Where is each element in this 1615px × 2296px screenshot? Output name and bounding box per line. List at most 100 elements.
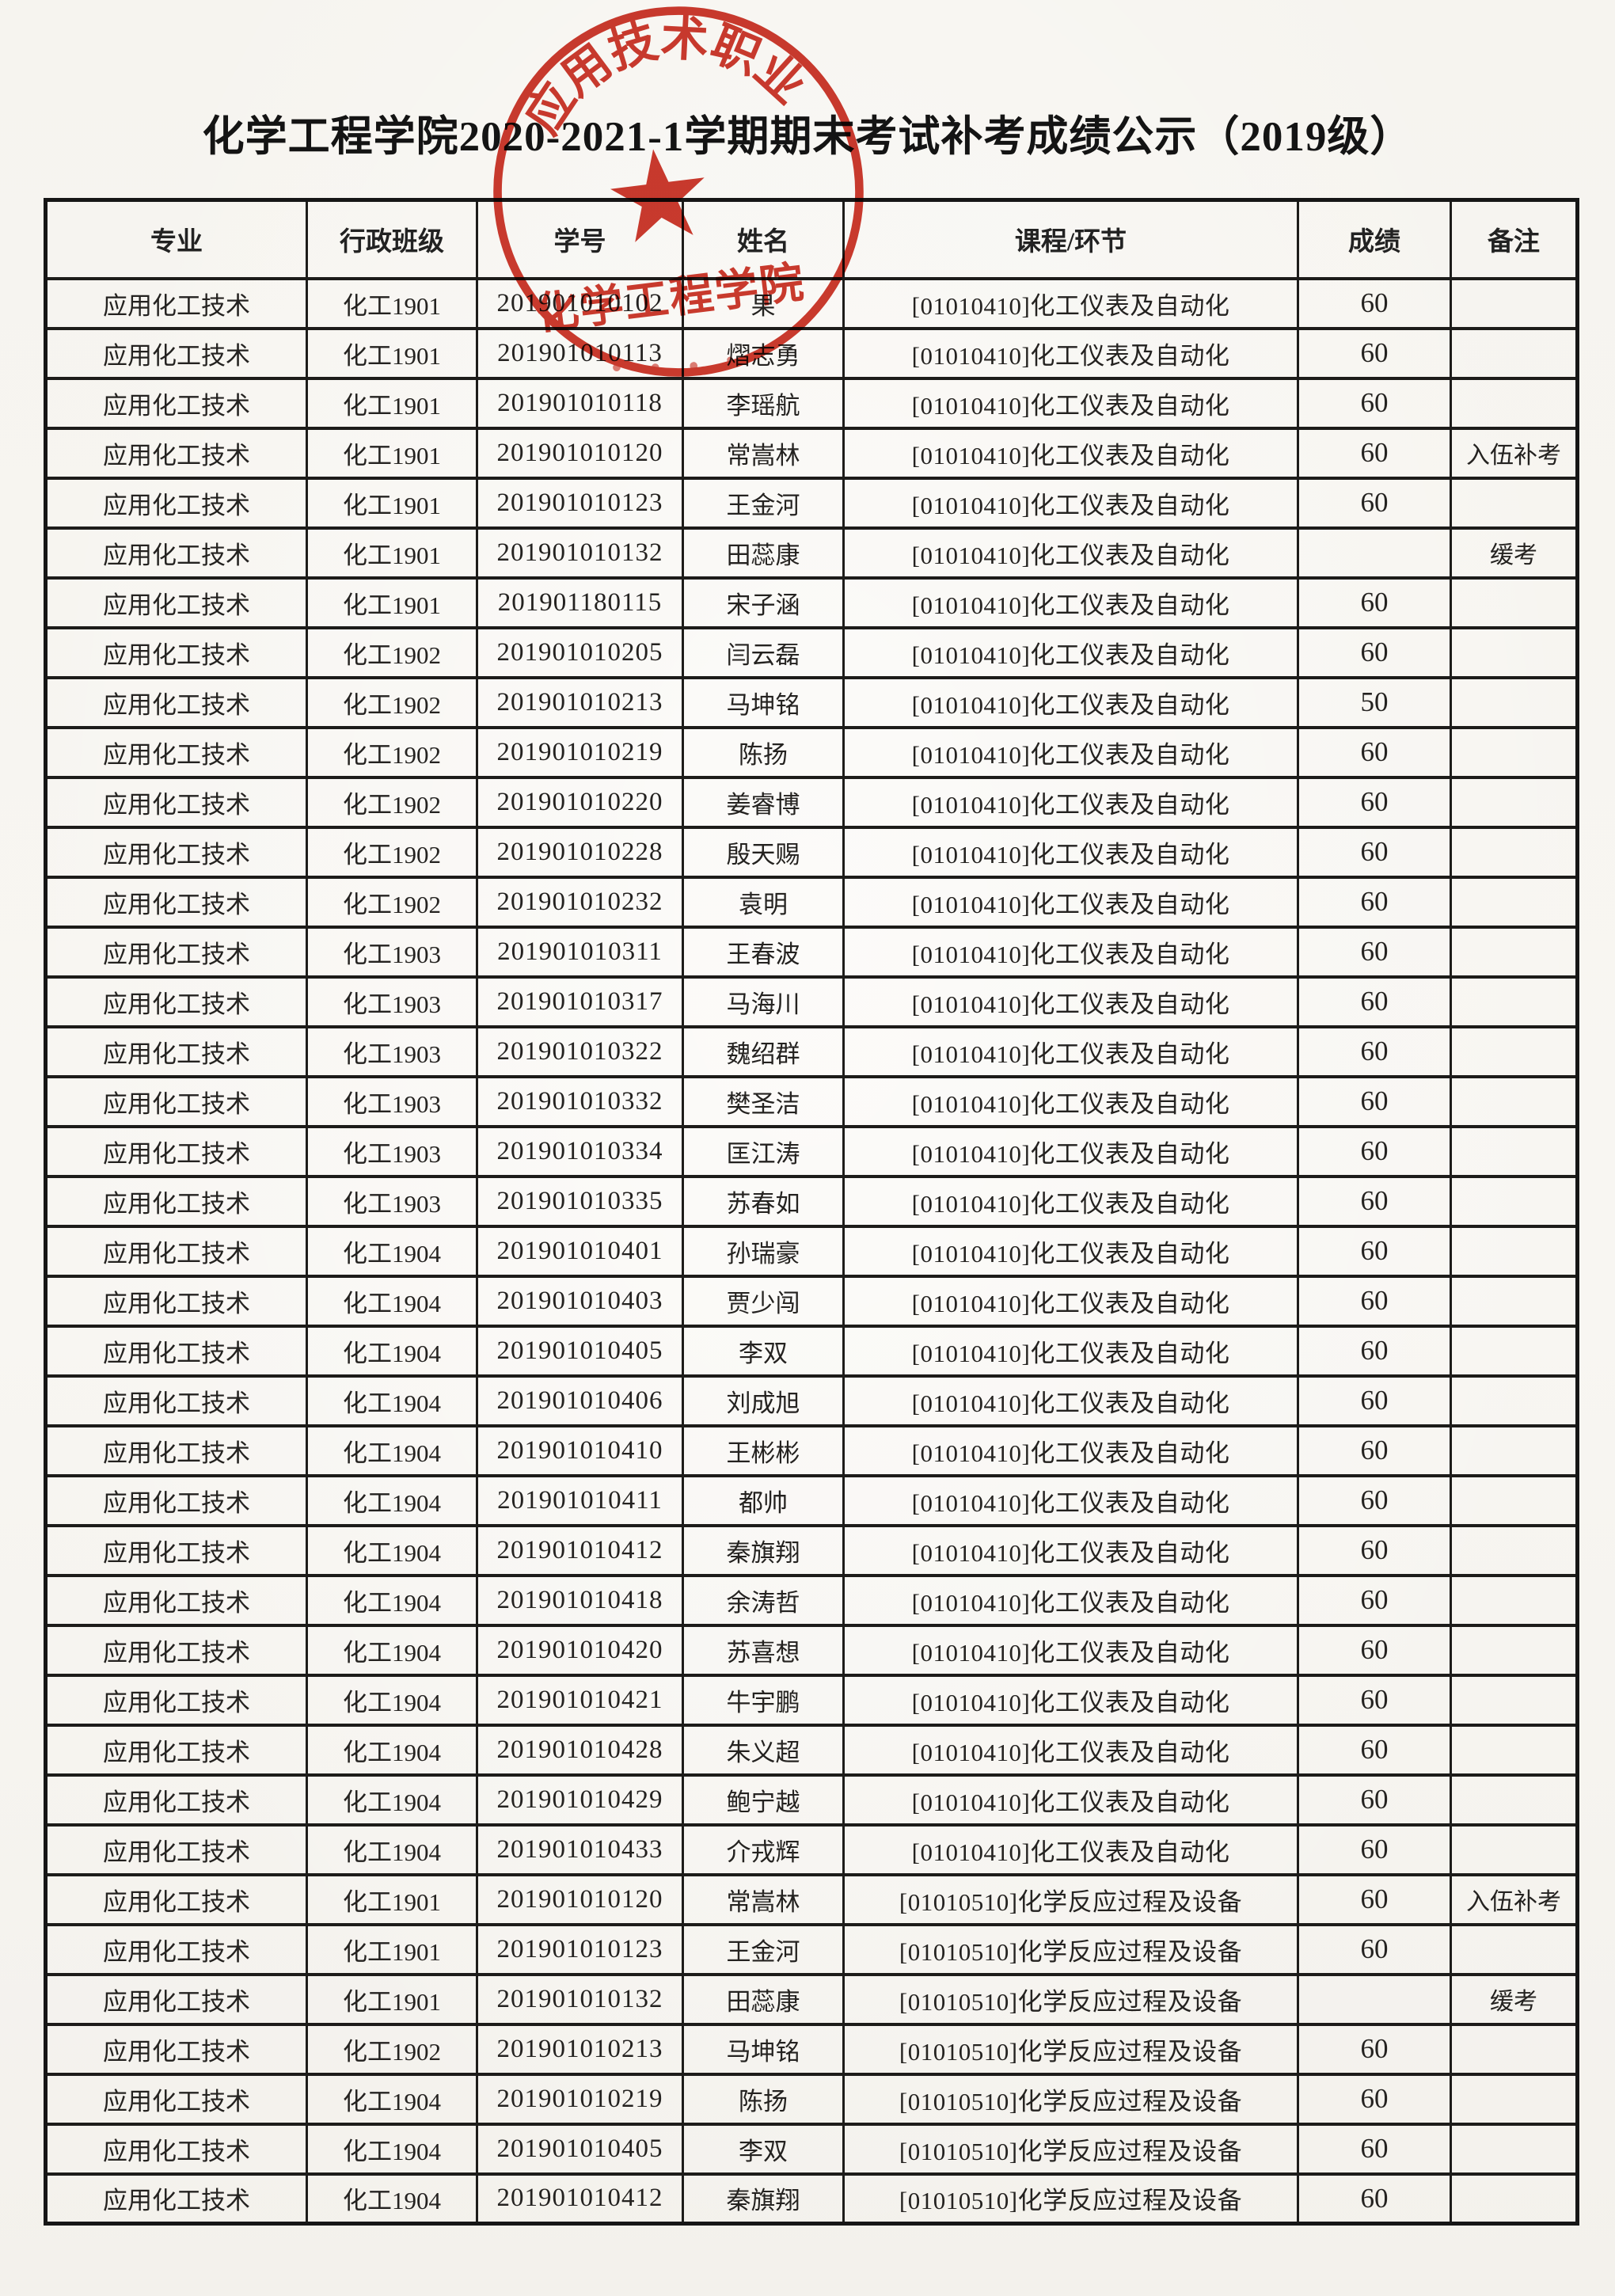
cell-course: [01010410]化工仪表及自动化: [842, 1473, 1299, 1527]
cell-course: [01010510]化学反应过程及设备: [842, 2022, 1299, 2076]
cell-name: 鲍宁越: [682, 1773, 845, 1827]
cell-name: 姜睿博: [682, 775, 845, 829]
cell-name: 闫云磊: [682, 625, 845, 679]
cell-major: 应用化工技术: [44, 1473, 308, 1527]
cell-major: 应用化工技术: [44, 1024, 308, 1078]
cell-student-id: 201901010132: [476, 1972, 684, 2026]
cell-major: 应用化工技术: [44, 1224, 308, 1278]
table-row: 应用化工技术 化工1904 201901010406 刘成旭 [01010410]化工仪…: [44, 1374, 1579, 1427]
cell-class: 化工1902: [306, 775, 478, 829]
cell-remark: 入伍补考: [1450, 1872, 1579, 1926]
cell-score: 60: [1297, 1324, 1452, 1378]
cell-course: [01010510]化学反应过程及设备: [842, 1922, 1299, 1976]
cell-major: 应用化工技术: [44, 975, 308, 1028]
cell-score: 50: [1297, 675, 1452, 729]
cell-remark: [1450, 1922, 1579, 1976]
cell-course: [01010410]化工仪表及自动化: [842, 1573, 1299, 1627]
cell-student-id: 201901010120: [476, 1872, 684, 1926]
cell-course: [01010410]化工仪表及自动化: [842, 1274, 1299, 1328]
cell-student-id: 201901010410: [476, 1424, 684, 1477]
table-row: 应用化工技术 化工1904 201901010418 余涛哲 [01010410]化工仪…: [44, 1573, 1579, 1627]
cell-name: 田蕊康: [682, 1972, 845, 2026]
cell-remark: [1450, 775, 1579, 829]
cell-major: 应用化工技术: [44, 925, 308, 979]
table-header: 专业 行政班级 学号 姓名 课程/环节 成绩 备注: [44, 198, 1579, 280]
cell-class: 化工1901: [306, 476, 478, 530]
cell-student-id: 201901010311: [476, 925, 684, 979]
table-row: 应用化工技术 化工1903 201901010334 匡江涛 [01010410]化工仪…: [44, 1124, 1579, 1178]
cell-student-id: 201901010228: [476, 825, 684, 879]
cell-major: 应用化工技术: [44, 1573, 308, 1627]
col-header-remark: 备注: [1450, 198, 1579, 280]
cell-name: 李瑶航: [682, 376, 845, 430]
col-header-id: 学号: [476, 198, 684, 280]
cell-major: 应用化工技术: [44, 1673, 308, 1727]
cell-name: 马坤铭: [682, 2022, 845, 2076]
cell-major: 应用化工技术: [44, 576, 308, 629]
cell-name: 匡江涛: [682, 1124, 845, 1178]
cell-student-id: 201901010213: [476, 675, 684, 729]
table-row: 应用化工技术 化工1901 201901010123 王金河 [01010510]化学反…: [44, 1922, 1579, 1976]
cell-major: 应用化工技术: [44, 1723, 308, 1777]
cell-score: 60: [1297, 2172, 1452, 2226]
cell-name: 马坤铭: [682, 675, 845, 729]
cell-major: 应用化工技术: [44, 1972, 308, 2026]
table-row: 应用化工技术 化工1901 201901180115 宋子涵 [01010410]化工仪…: [44, 576, 1579, 629]
cell-score: 60: [1297, 825, 1452, 879]
cell-major: 应用化工技术: [44, 1374, 308, 1427]
cell-name: 魏绍群: [682, 1024, 845, 1078]
cell-class: 化工1904: [306, 2172, 478, 2226]
cell-class: 化工1904: [306, 1374, 478, 1427]
cell-name: 常嵩林: [682, 426, 845, 480]
cell-course: [01010410]化工仪表及自动化: [842, 426, 1299, 480]
cell-student-id: 201901010317: [476, 975, 684, 1028]
cell-class: 化工1904: [306, 2122, 478, 2176]
table-header-row: 专业 行政班级 学号 姓名 课程/环节 成绩 备注: [44, 198, 1579, 280]
cell-major: 应用化工技术: [44, 2172, 308, 2226]
cell-class: 化工1901: [306, 276, 478, 330]
cell-name: 刘成旭: [682, 1374, 845, 1427]
cell-course: [01010410]化工仪表及自动化: [842, 1623, 1299, 1677]
cell-class: 化工1904: [306, 1723, 478, 1777]
cell-class: 化工1901: [306, 426, 478, 480]
cell-score: 60: [1297, 925, 1452, 979]
cell-name: 余涛哲: [682, 1573, 845, 1627]
cell-major: 应用化工技术: [44, 2072, 308, 2126]
cell-student-id: 201901010120: [476, 426, 684, 480]
table-row: 应用化工技术 化工1904 201901010421 牛宇鹏 [01010410]化工仪…: [44, 1673, 1579, 1727]
cell-name: 秦旗翔: [682, 1523, 845, 1577]
cell-score: [1297, 526, 1452, 580]
cell-course: [01010410]化工仪表及自动化: [842, 875, 1299, 929]
scores-table: 专业 行政班级 学号 姓名 课程/环节 成绩 备注 应用化工技术 化工1901 20…: [44, 198, 1579, 2226]
table-row: 应用化工技术 化工1903 201901010335 苏春如 [01010410]化工仪…: [44, 1174, 1579, 1228]
cell-remark: 缓考: [1450, 1972, 1579, 2026]
cell-student-id: 201901010428: [476, 1723, 684, 1777]
cell-remark: [1450, 1324, 1579, 1378]
table-row: 应用化工技术 化工1902 201901010232 袁明 [01010410]化工仪表…: [44, 875, 1579, 929]
cell-remark: [1450, 1573, 1579, 1627]
cell-class: 化工1904: [306, 1673, 478, 1727]
cell-class: 化工1901: [306, 1872, 478, 1926]
cell-score: 60: [1297, 875, 1452, 929]
cell-major: 应用化工技术: [44, 1324, 308, 1378]
cell-remark: [1450, 326, 1579, 380]
table-row: 应用化工技术 化工1904 201901010412 秦旗翔 [01010510]化学反…: [44, 2172, 1579, 2226]
cell-course: [01010410]化工仪表及自动化: [842, 1174, 1299, 1228]
cell-score: 60: [1297, 376, 1452, 430]
cell-major: 应用化工技术: [44, 675, 308, 729]
table-body: 应用化工技术 化工1901 201901010102 果 [01010410]化工仪表及…: [44, 276, 1579, 2226]
cell-class: 化工1901: [306, 376, 478, 430]
cell-remark: [1450, 725, 1579, 779]
cell-remark: [1450, 975, 1579, 1028]
cell-class: 化工1904: [306, 1424, 478, 1477]
cell-class: 化工1901: [306, 1972, 478, 2026]
cell-major: 应用化工技术: [44, 426, 308, 480]
cell-name: 孙瑞豪: [682, 1224, 845, 1278]
cell-course: [01010410]化工仪表及自动化: [842, 1074, 1299, 1128]
cell-remark: [1450, 276, 1579, 330]
cell-class: 化工1904: [306, 1823, 478, 1876]
cell-remark: [1450, 675, 1579, 729]
cell-major: 应用化工技术: [44, 476, 308, 530]
cell-class: 化工1904: [306, 1324, 478, 1378]
